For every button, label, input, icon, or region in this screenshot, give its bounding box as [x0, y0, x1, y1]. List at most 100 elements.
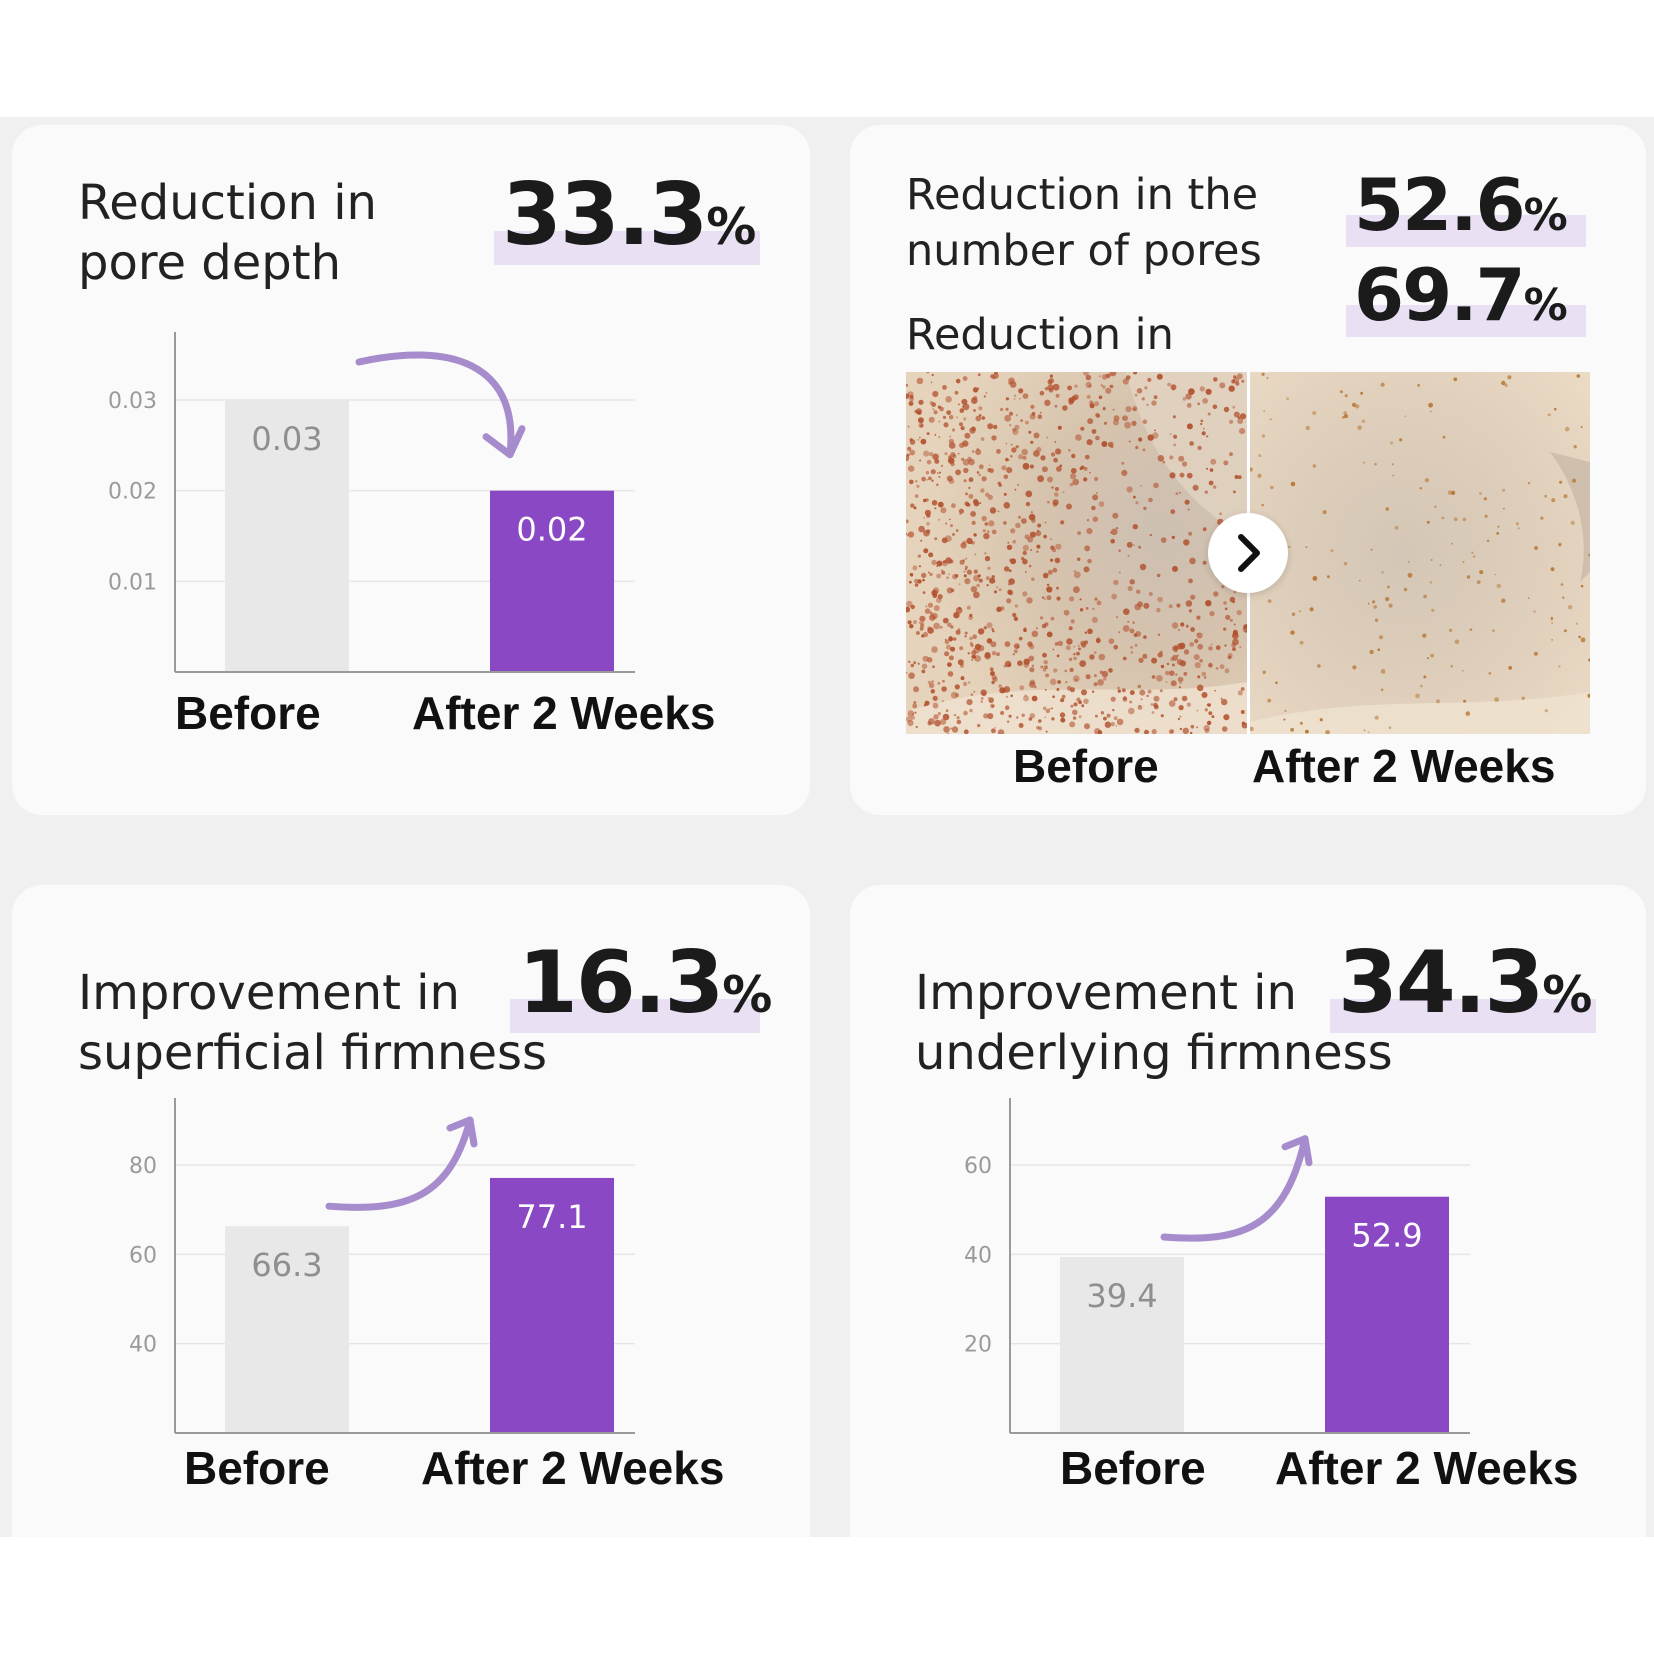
pore-dot: [1014, 604, 1018, 608]
pore-dot: [926, 372, 930, 374]
pore-dot: [1212, 485, 1217, 489]
pore-dot: [1233, 411, 1240, 418]
pore-dot: [978, 406, 983, 411]
pore-dot: [1162, 460, 1166, 464]
pore-dot: [1041, 665, 1044, 668]
pore-dot: [924, 509, 931, 516]
chevron-right-icon[interactable]: [1208, 513, 1288, 593]
pore-dot: [1142, 419, 1148, 425]
pore-dot: [962, 681, 968, 687]
pore-dot: [1036, 550, 1039, 553]
pore-dot: [1127, 585, 1133, 592]
pore-dot: [1183, 539, 1190, 546]
pore-dot: [1202, 527, 1207, 532]
pore-dot: [1420, 684, 1423, 688]
pore-dot: [932, 453, 939, 461]
pore-dot: [960, 676, 965, 681]
pore-dot: [956, 716, 960, 720]
pore-dot: [1357, 425, 1362, 430]
pore-dot: [983, 626, 987, 630]
pore-dot: [1012, 429, 1019, 435]
pore-dot: [1151, 400, 1157, 406]
pore-dot: [1084, 454, 1090, 460]
pore-dot: [964, 578, 971, 585]
pore-dot: [1066, 685, 1072, 691]
pore-dot: [917, 439, 920, 441]
pore-dot: [1388, 726, 1392, 729]
pore-dot: [1092, 607, 1095, 611]
pore-dot: [979, 578, 983, 583]
pore-dot: [950, 727, 952, 730]
pore-dot: [1048, 378, 1055, 384]
pore-dot: [1079, 608, 1084, 612]
pore-dot: [1207, 412, 1211, 416]
pore-dot: [1343, 411, 1347, 415]
pore-dot: [1381, 571, 1384, 574]
pore-dot: [1403, 587, 1408, 592]
underlying-firmness-title: Improvement in underlying firmness: [915, 965, 1393, 1081]
pore-dot: [1189, 441, 1194, 446]
pore-dot: [963, 479, 967, 483]
pore-dot: [1073, 702, 1078, 707]
pore-dot: [943, 726, 950, 733]
pore-dot: [953, 713, 957, 717]
pore-dot: [1309, 607, 1314, 612]
pore-dot: [948, 635, 953, 641]
pore-dot: [1169, 670, 1175, 676]
pore-dot: [1390, 441, 1394, 445]
pore-dot: [948, 442, 956, 449]
pore-dot: [1041, 596, 1045, 599]
pore-dot: [1040, 455, 1046, 461]
pore-dot: [1045, 730, 1048, 733]
pore-dot: [968, 681, 971, 684]
pore-depth-stat: 33.3%: [494, 165, 760, 265]
pore-dot: [915, 725, 918, 729]
pore-dot: [1048, 387, 1054, 393]
pore-dot: [1094, 476, 1099, 482]
pore-dot: [1312, 464, 1316, 468]
photo-label-after: After 2 Weeks: [1252, 740, 1556, 792]
pore-dot: [1344, 394, 1348, 398]
pore-dot: [1179, 491, 1182, 494]
pore-dot: [1219, 512, 1222, 516]
pore-dot: [988, 697, 994, 703]
pore-dot: [1075, 434, 1082, 441]
pore-dot: [1144, 386, 1148, 390]
pore-dot: [1209, 468, 1214, 472]
trend-arrow: [1160, 1135, 1309, 1242]
pore-dot: [938, 519, 940, 521]
pore-dot: [1056, 688, 1060, 691]
pore-dot: [1025, 490, 1033, 498]
pore-dot: [931, 680, 934, 683]
pore-dot: [997, 510, 1000, 513]
pore-dot: [987, 530, 990, 533]
pore-dot: [1018, 636, 1023, 641]
pore-dot: [1178, 705, 1184, 711]
pore-dot: [1291, 612, 1296, 616]
pore-dot: [986, 638, 993, 644]
pore-dot: [906, 453, 910, 457]
pore-dot: [950, 452, 956, 458]
pore-dot: [1221, 726, 1228, 732]
pore-dot: [973, 533, 977, 537]
pore-dot: [1233, 591, 1236, 594]
pore-dot: [1062, 491, 1065, 494]
pore-dot: [1086, 528, 1093, 535]
pore-dot: [973, 569, 978, 574]
pore-dot: [1141, 397, 1145, 401]
pore-dot: [1200, 419, 1204, 423]
pore-dot: [1504, 383, 1508, 387]
superficial-firmness-title: Improvement in superficial firmness: [78, 965, 547, 1081]
pore-dot: [1022, 462, 1030, 470]
stat-value: 16.3: [518, 933, 724, 1033]
pore-dot: [1170, 384, 1177, 391]
pore-dot: [966, 537, 973, 545]
pore-dot: [978, 464, 984, 470]
pore-dot: [1054, 492, 1059, 497]
y-tick-label: 20: [964, 1333, 992, 1358]
pore-dot: [1176, 659, 1183, 665]
pore-dot: [937, 682, 941, 685]
pore-dot: [1374, 463, 1377, 466]
pore-dot: [1122, 656, 1127, 661]
pore-dot: [1262, 670, 1266, 674]
